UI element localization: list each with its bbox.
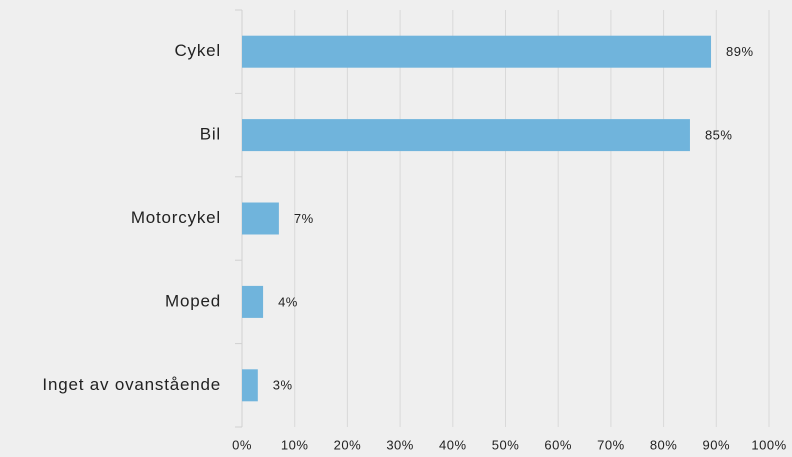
- bar: [242, 35, 712, 68]
- value-label: 3%: [273, 378, 293, 393]
- x-tick-label: 90%: [703, 437, 731, 452]
- value-label: 7%: [294, 211, 314, 226]
- value-label: 85%: [705, 128, 733, 143]
- x-tick-label: 10%: [281, 437, 309, 452]
- y-tick-label: Motorcykel: [131, 208, 221, 227]
- y-tick-label: Moped: [165, 291, 221, 310]
- x-tick-label: 30%: [386, 437, 414, 452]
- bar: [242, 119, 690, 152]
- x-tick-label: 20%: [334, 437, 362, 452]
- bar: [242, 285, 264, 318]
- value-label: 89%: [726, 44, 754, 59]
- y-tick-label: Bil: [200, 125, 221, 144]
- x-tick-label: 80%: [650, 437, 678, 452]
- value-label: 4%: [278, 294, 298, 309]
- x-tick-label: 70%: [597, 437, 625, 452]
- x-tick-label: 60%: [544, 437, 572, 452]
- x-tick-label: 100%: [751, 437, 786, 452]
- x-tick-label: 50%: [492, 437, 520, 452]
- bar: [242, 202, 279, 235]
- x-tick-label: 0%: [232, 437, 252, 452]
- x-tick-label: 40%: [439, 437, 467, 452]
- y-tick-label: Inget av ovanstående: [42, 375, 221, 394]
- y-tick-label: Cykel: [174, 41, 221, 60]
- bar: [242, 369, 258, 402]
